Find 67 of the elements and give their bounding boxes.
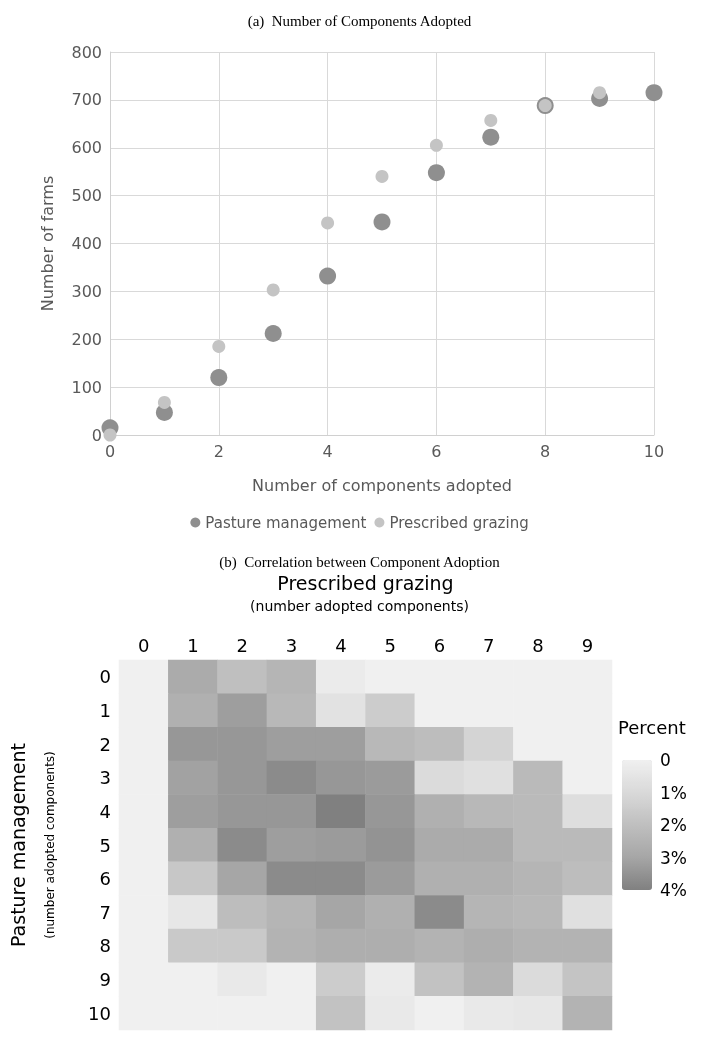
chart-title: (b) Correlation between Component Adoption	[219, 553, 501, 571]
x-axis-title: Number of components adopted	[252, 475, 512, 495]
legend-label: Prescribed grazing	[389, 513, 529, 532]
legend-label: Pasture management	[205, 513, 367, 532]
y-axis-title: Number of farms	[37, 175, 57, 312]
color-bar-label: 3%	[660, 847, 687, 868]
color-bar-title: Percent	[618, 716, 686, 738]
y-tick-label: 400	[71, 234, 102, 253]
y-tick-label: 300	[71, 281, 102, 301]
x-tick-label: 0	[137, 634, 150, 656]
text: (number adopted components)	[43, 751, 57, 939]
point	[429, 138, 443, 152]
y-tick-label: 0	[99, 666, 111, 688]
point	[373, 213, 391, 231]
x-tick-label: 7	[483, 634, 495, 656]
point	[593, 86, 607, 100]
y-axis-title: Pasture management	[6, 742, 29, 948]
text: (number adopted components)	[250, 598, 469, 614]
x-tick-label: 4	[335, 634, 347, 656]
x-tick-label: 2	[236, 634, 248, 656]
point	[484, 113, 498, 127]
x-tick-label: 5	[384, 634, 396, 656]
color-bar-label: 1%	[660, 782, 687, 803]
x-tick-label: 1	[187, 634, 199, 656]
point	[645, 84, 663, 102]
x-tick-label: 2	[213, 441, 224, 461]
y-tick-label: 8	[99, 935, 111, 957]
y-tick-label: 700	[71, 90, 102, 110]
y-tick-label: 800	[71, 42, 102, 62]
point	[157, 395, 171, 409]
y-tick-label: 200	[71, 329, 102, 349]
color-bar-label: 4%	[660, 880, 687, 900]
point	[264, 325, 282, 342]
point	[319, 267, 337, 285]
y-tick-label: 3	[99, 767, 111, 789]
x-tick-label: 6	[433, 634, 446, 656]
x-tick-label: 6	[431, 441, 442, 461]
x-tick-label: 8	[540, 441, 551, 461]
point	[321, 216, 335, 230]
point	[103, 428, 117, 442]
y-tick-label: 9	[99, 969, 111, 991]
chart-title: (a) Number of Components Adopted	[247, 12, 472, 30]
x-tick-label: 3	[285, 634, 298, 656]
y-tick-label: 500	[71, 186, 102, 206]
color-bar-label: 0	[660, 750, 671, 770]
x-tick-label: 10	[643, 441, 665, 461]
point	[482, 128, 500, 146]
y-tick-label: 2	[99, 733, 111, 755]
point	[427, 164, 445, 182]
y-tick-label: 5	[99, 834, 111, 856]
point	[375, 169, 389, 183]
y-tick-label: 0	[91, 425, 102, 445]
y-tick-label: 10	[88, 1002, 111, 1024]
y-tick-label: 100	[71, 377, 102, 397]
point	[210, 369, 228, 387]
x-tick-label: 8	[532, 634, 544, 656]
x-tick-label: 4	[322, 441, 333, 461]
point	[266, 283, 280, 297]
y-tick-label: 1	[99, 699, 111, 721]
x-axis-title: Prescribed grazing	[277, 571, 454, 594]
y-tick-label: 7	[99, 901, 111, 923]
y-tick-label: 6	[99, 868, 111, 890]
y-tick-label: 4	[99, 800, 111, 822]
x-tick-label: 9	[581, 634, 594, 656]
point	[212, 339, 226, 353]
color-bar-label: 2%	[660, 815, 687, 835]
y-tick-label: 600	[71, 138, 102, 158]
